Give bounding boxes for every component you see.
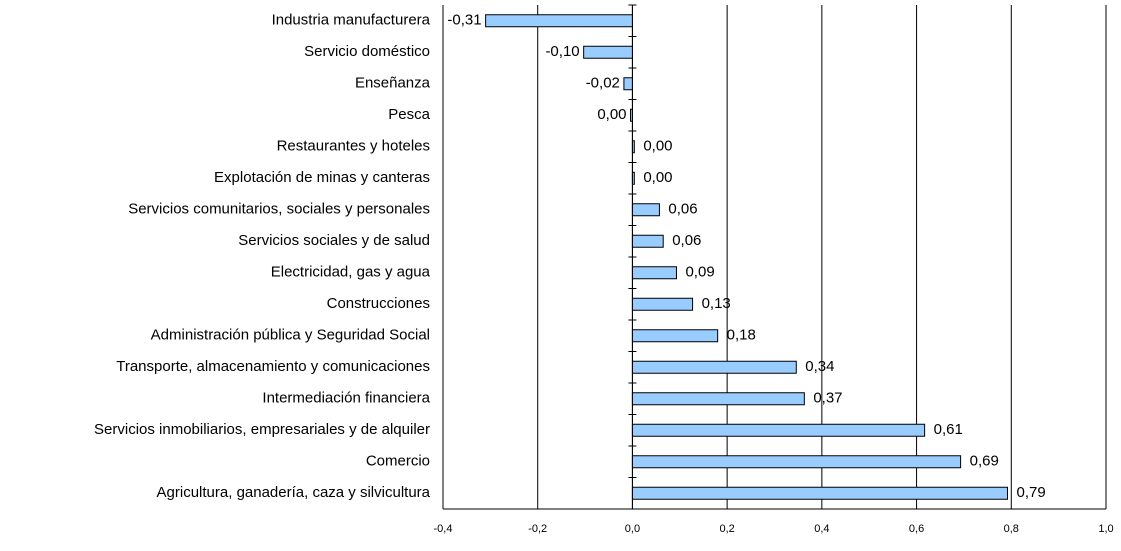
value-label: -0,02 [586, 75, 620, 92]
value-label: 0,69 [970, 453, 999, 470]
value-label: 0,34 [805, 358, 834, 375]
bar [485, 14, 633, 28]
y-tick-label: Servicios comunitarios, sociales y perso… [128, 201, 430, 218]
bar [631, 455, 962, 469]
value-label: 0,09 [685, 264, 714, 281]
x-tick-label: 0,6 [909, 523, 924, 535]
value-label: 0,79 [1016, 484, 1045, 501]
value-label: -0,31 [447, 12, 481, 29]
y-tick-label: Servicios sociales y de salud [238, 232, 430, 249]
bar [631, 360, 797, 374]
y-tick-label: Administración pública y Seguridad Socia… [151, 327, 430, 344]
bar [631, 423, 926, 437]
bar [631, 266, 677, 280]
bar [631, 234, 664, 248]
y-tick-label: Intermediación financiera [262, 390, 430, 407]
bar [583, 45, 633, 59]
x-tick-label: 0,2 [719, 523, 734, 535]
x-tick-label: 0,0 [625, 523, 640, 535]
value-label: 0,37 [813, 390, 842, 407]
y-tick-label: Comercio [366, 453, 430, 470]
bar [623, 77, 633, 91]
y-tick-label: Construcciones [327, 295, 430, 312]
bar [631, 329, 719, 343]
bar [631, 392, 805, 406]
y-tick-label: Enseñanza [355, 75, 431, 92]
value-label: 0,18 [727, 327, 756, 344]
value-label: 0,06 [672, 232, 701, 249]
bar [631, 203, 660, 217]
bar [631, 297, 694, 311]
y-tick-label: Servicio doméstico [304, 43, 430, 60]
value-label: 0,06 [668, 201, 697, 218]
x-tick-label: 0,8 [1004, 523, 1019, 535]
y-tick-label: Pesca [388, 106, 430, 123]
bar [631, 486, 1008, 500]
y-tick-label: Electricidad, gas y agua [271, 264, 431, 281]
value-label: -0,10 [545, 43, 579, 60]
y-tick-label: Industria manufacturera [272, 12, 431, 29]
x-tick-label: 0,4 [814, 523, 829, 535]
value-label: 0,00 [643, 169, 672, 186]
y-tick-label: Restaurantes y hoteles [277, 138, 430, 155]
y-tick-label: Agricultura, ganadería, caza y silvicult… [157, 484, 431, 501]
value-label: 0,00 [643, 138, 672, 155]
value-label: 0,61 [934, 421, 963, 438]
x-tick-label: -0,4 [434, 523, 453, 535]
y-tick-label: Explotación de minas y canteras [214, 169, 430, 186]
x-tick-label: -0,2 [528, 523, 547, 535]
value-label: 0,00 [597, 106, 626, 123]
y-tick-label: Transporte, almacenamiento y comunicacio… [116, 358, 430, 375]
value-label: 0,13 [702, 295, 731, 312]
y-tick-label: Servicios inmobiliarios, empresariales y… [94, 421, 430, 438]
x-tick-label: 1,0 [1098, 523, 1113, 535]
